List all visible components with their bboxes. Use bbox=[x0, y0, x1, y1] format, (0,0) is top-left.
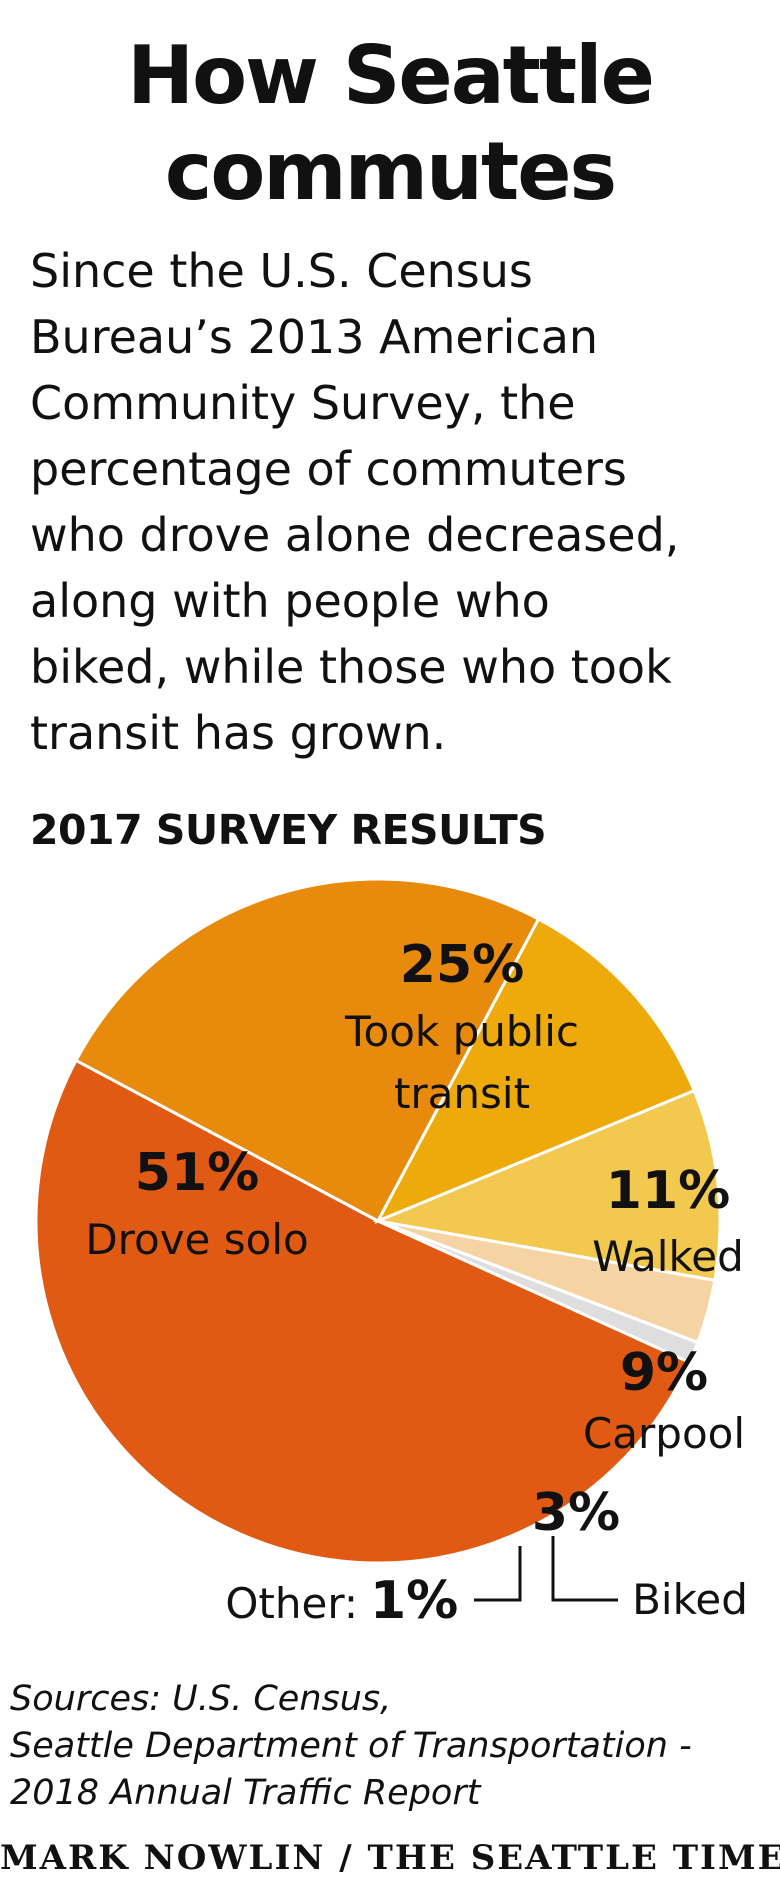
category-label-biked: Biked bbox=[632, 1575, 748, 1624]
value-label-other: 1% bbox=[370, 1571, 458, 1631]
intro-line: who drove alone decreased, bbox=[30, 508, 680, 562]
value-label-carpool: 9% bbox=[620, 1343, 708, 1403]
category-label-transit-line-2: transit bbox=[394, 1069, 530, 1118]
sources-note: Sources: U.S. Census, Seattle Department… bbox=[10, 1676, 770, 1817]
category-label-transit-line-1: Took public bbox=[344, 1007, 579, 1056]
value-label-walked: 11% bbox=[606, 1161, 730, 1221]
category-label-drove-solo: Drove solo bbox=[85, 1215, 308, 1264]
pie-slice-walked bbox=[374, 917, 697, 1224]
pie-slices bbox=[34, 877, 722, 1565]
chart-subhead: 2017 SURVEY RESULTS bbox=[30, 806, 547, 854]
title-line-1: How Seattle bbox=[127, 29, 655, 122]
category-label-walked: Walked bbox=[592, 1232, 744, 1281]
intro-line: Since the U.S. Census bbox=[30, 244, 533, 298]
category-label-other: Other: bbox=[225, 1579, 358, 1628]
credit-line: MARK NOWLIN / THE SEATTLE TIMES bbox=[0, 1838, 780, 1878]
pie-slice-other bbox=[377, 1219, 700, 1365]
leader-line-biked bbox=[551, 1536, 618, 1602]
leader-line-other bbox=[474, 1546, 522, 1602]
intro-line: transit has grown. bbox=[30, 706, 447, 760]
category-label-carpool: Carpool bbox=[583, 1409, 745, 1458]
intro-paragraph: Since the U.S. Census Bureau’s 2013 Amer… bbox=[30, 238, 760, 766]
intro-line: Community Survey, the bbox=[30, 376, 576, 430]
intro-line: Bureau’s 2013 American bbox=[30, 310, 599, 364]
sources-line-1: Sources: U.S. Census, bbox=[10, 1679, 392, 1719]
pie-slice-drove-solo bbox=[34, 1058, 692, 1565]
value-label-biked: 3% bbox=[532, 1483, 620, 1543]
value-label-transit: 25% bbox=[400, 935, 524, 995]
intro-line: along with people who bbox=[30, 574, 550, 628]
sources-line-3: 2018 Annual Traffic Report bbox=[10, 1773, 481, 1813]
pie-slice-carpool bbox=[372, 1088, 722, 1283]
value-label-drove-solo: 51% bbox=[135, 1143, 259, 1203]
intro-line: biked, while those who took bbox=[30, 640, 672, 694]
intro-line: percentage of commuters bbox=[30, 442, 627, 496]
sources-line-2: Seattle Department of Transportation - bbox=[10, 1726, 692, 1766]
pie-chart: 51% Drove solo 25% Took public transit 1… bbox=[34, 877, 748, 1631]
chart-title: How Seattle commutes bbox=[0, 28, 780, 220]
title-line-2: commutes bbox=[164, 125, 617, 218]
